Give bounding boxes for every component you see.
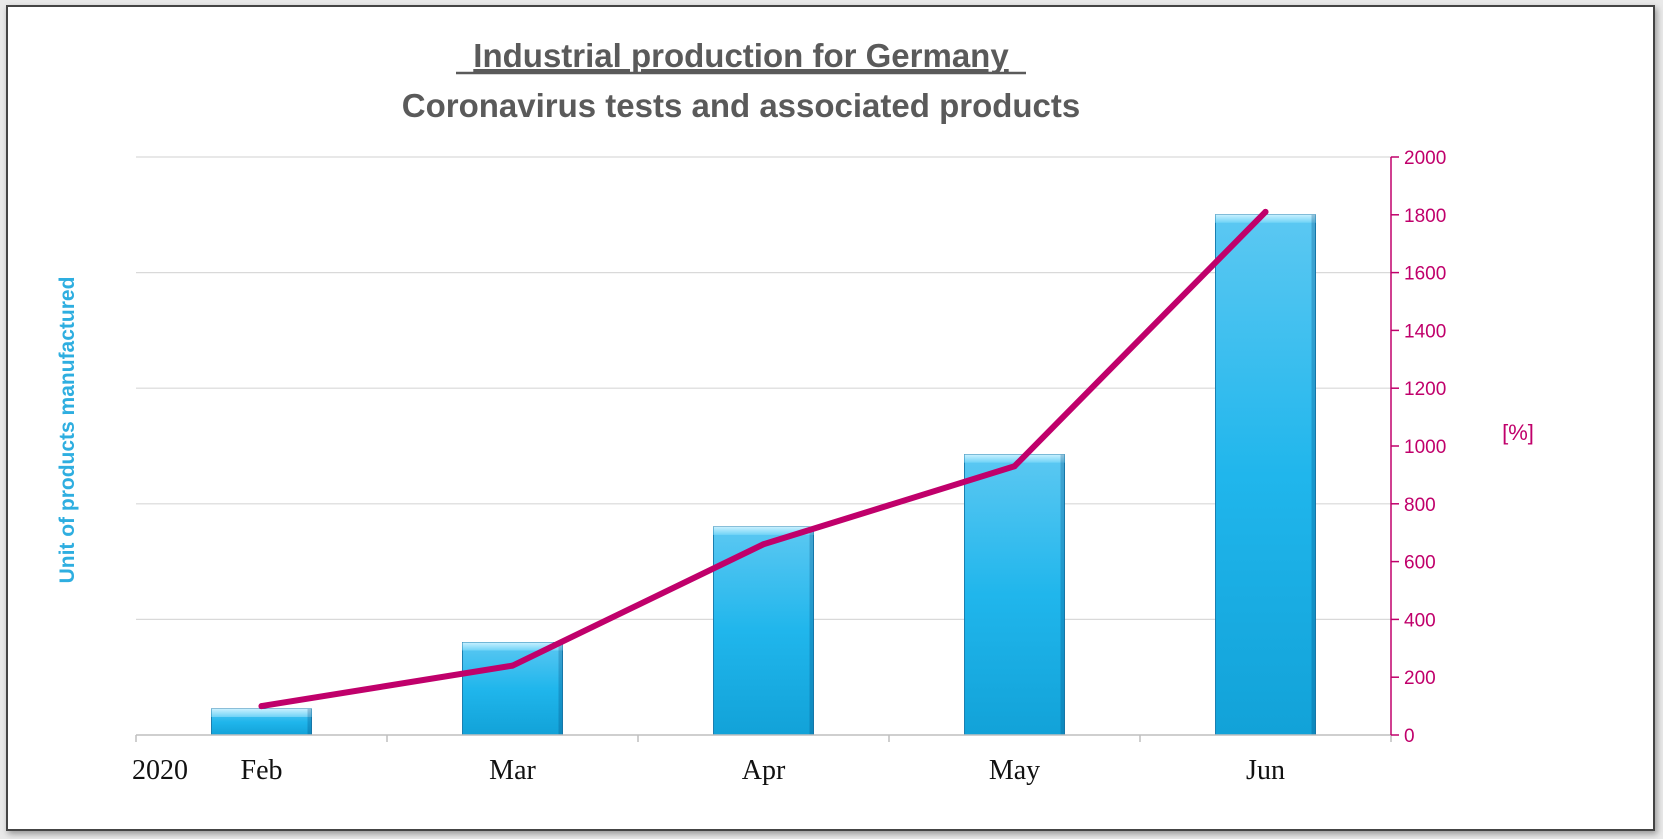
y-axis-label-left: Unit of products manufactured (56, 277, 79, 584)
bar-body (462, 642, 563, 736)
line-point-mar (509, 662, 516, 669)
line-series (258, 208, 1269, 710)
y-axis-label-right: [%] (1502, 420, 1534, 445)
bar-side-shade (1060, 454, 1065, 735)
line-point-apr (760, 541, 767, 548)
y-tick-label-right: 1200 (1404, 379, 1446, 400)
y-tick-label-right: 200 (1404, 668, 1436, 689)
x-tick-label-may: May (989, 755, 1040, 786)
y-tick-label-right: 0 (1404, 726, 1415, 747)
y-tick-label-right: 1800 (1404, 206, 1446, 227)
bar-feb (211, 708, 312, 736)
bars (211, 214, 1316, 736)
bar-mar (462, 642, 563, 736)
bar-body (713, 526, 814, 736)
line-point-feb (258, 703, 265, 710)
x-tick-label-feb: Feb (241, 755, 283, 786)
y-tick-label-right: 1600 (1404, 264, 1446, 285)
y-tick-label-right: 800 (1404, 495, 1436, 516)
x-tick-label-mar: Mar (489, 755, 536, 786)
x-tick-label-apr: Apr (742, 755, 786, 786)
bar-side-shade (307, 708, 312, 735)
bar-side-shade (558, 642, 563, 735)
axes: Feb Mar Apr May Jun 0 200 400 600 800 1000 1200 1400… (135, 148, 1446, 786)
bar-jun (1215, 214, 1316, 736)
bar-body (964, 454, 1065, 736)
bar-body (1215, 214, 1316, 736)
bar-may (964, 454, 1065, 736)
y-tick-label-right: 600 (1404, 553, 1436, 574)
chart-svg: Industrial production for Germany Corona… (56, 37, 1534, 786)
x-axis-year-label: 2020 (132, 755, 188, 786)
bar-top-bevel (1215, 214, 1316, 223)
bar-top-bevel (462, 642, 563, 651)
y-tick-label-right: 1400 (1404, 321, 1446, 342)
bar-top-bevel (713, 526, 814, 535)
chart-frame: Industrial production for Germany Corona… (6, 5, 1655, 831)
y-tick-label-right: 2000 (1404, 148, 1446, 169)
chart-title: Industrial production for Germany (473, 37, 1009, 74)
bar-top-bevel (211, 708, 312, 717)
gridlines (136, 156, 1391, 621)
line-point-jun (1262, 208, 1269, 215)
bar-top-bevel (964, 454, 1065, 463)
y-tick-label-right: 400 (1404, 610, 1436, 631)
y-tick-label-right: 1000 (1404, 437, 1446, 458)
bar-side-shade (1311, 214, 1316, 736)
bar-side-shade (809, 526, 814, 735)
bar-apr (713, 526, 814, 736)
x-tick-label-jun: Jun (1246, 755, 1285, 786)
chart-subtitle: Coronavirus tests and associated product… (402, 87, 1081, 124)
line-point-may (1011, 463, 1018, 470)
